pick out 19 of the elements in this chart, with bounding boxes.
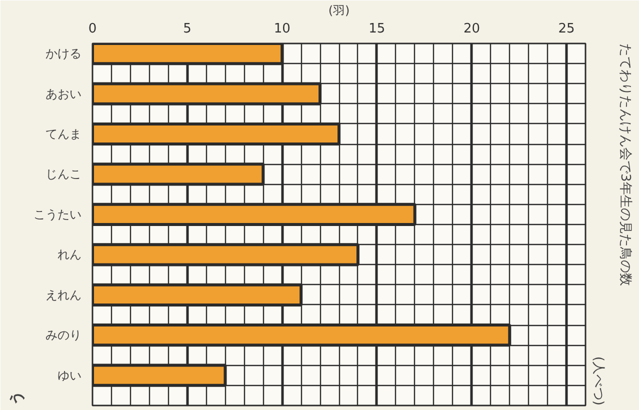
y-tick-label: こうたい bbox=[34, 207, 82, 222]
y-tick-label: かける bbox=[46, 46, 82, 61]
x-tick-label: 20 bbox=[463, 22, 480, 36]
y-tick-label: あおい bbox=[46, 86, 82, 101]
x-tick-label: 15 bbox=[368, 22, 386, 36]
y-tick-label: じんこ bbox=[46, 167, 82, 182]
y-tick-label: ゆい bbox=[58, 368, 82, 382]
y-tick-label: てんま bbox=[46, 127, 82, 141]
text: (人べつ) bbox=[590, 356, 606, 406]
y-tick-label: みのり bbox=[46, 328, 82, 342]
x-axis-title: (羽) bbox=[328, 4, 350, 18]
x-tick-label: 10 bbox=[274, 22, 290, 36]
x-tick-label: 0 bbox=[88, 22, 97, 36]
x-tick-label: 25 bbox=[558, 22, 575, 36]
x-tick-label: 5 bbox=[183, 22, 192, 36]
y-tick-label: れん bbox=[58, 248, 82, 262]
text: う bbox=[8, 390, 26, 406]
y-tick-label: えれん bbox=[46, 288, 82, 302]
text: たてわりたんけん会で3年生の見た鳥の数 bbox=[618, 44, 632, 286]
